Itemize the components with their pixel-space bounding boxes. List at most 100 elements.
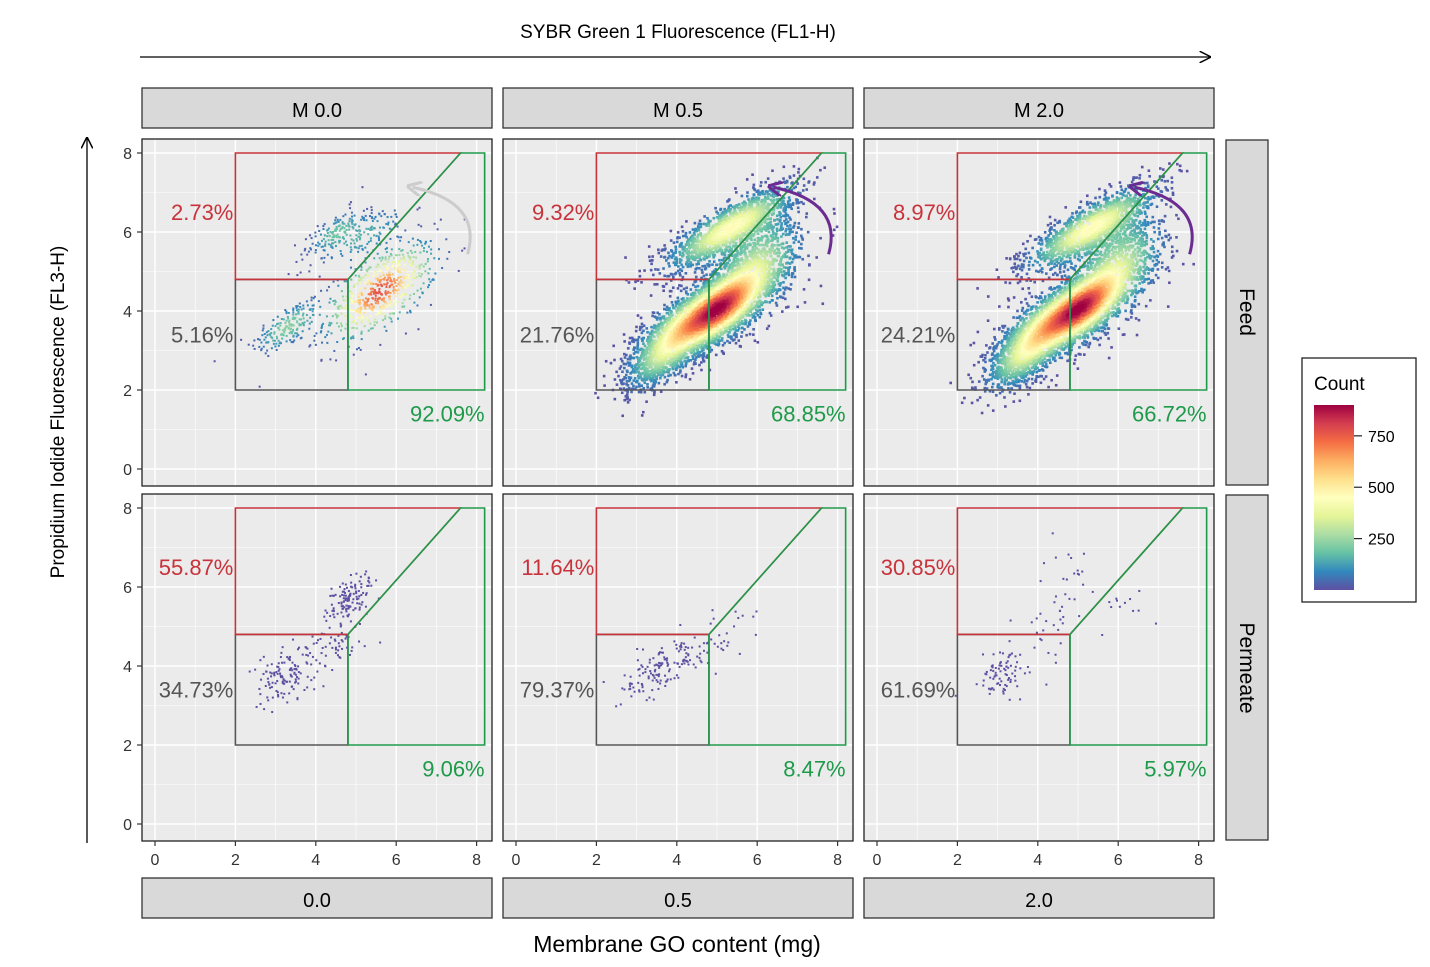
data-point [633,338,637,342]
data-point [363,219,366,222]
data-point [334,222,337,225]
data-point [631,338,635,341]
data-point [461,249,464,252]
data-point [412,260,415,263]
data-point [781,214,785,218]
data-point [393,277,396,280]
data-point [358,225,361,228]
data-point [709,299,713,303]
data-point [699,325,702,328]
data-point [711,320,715,324]
data-point [695,311,699,315]
data-point [709,305,713,309]
data-point [261,329,264,332]
data-point [361,315,364,318]
data-point [295,328,298,331]
data-point [326,229,329,232]
data-point [671,286,675,290]
data-point [358,238,361,241]
data-point [292,313,295,316]
data-point [284,321,287,324]
data-point [372,307,375,310]
data-point [288,324,291,327]
data-point [741,208,744,211]
data-point [384,248,387,251]
data-point [350,278,353,281]
data-point [701,356,705,359]
data-point [681,352,684,356]
data-point [354,274,357,277]
data-point [755,190,759,193]
bottom-strip-1: 0.0 [141,877,493,919]
data-point [726,297,730,300]
data-point [693,291,697,295]
data-point [420,241,423,244]
data-point [287,327,290,330]
data-point [634,280,637,284]
data-point [398,281,401,284]
data-point [412,256,415,259]
data-point [691,354,694,358]
data-point [380,309,383,312]
data-point [323,249,326,252]
data-point [686,339,690,342]
data-point [689,293,693,296]
data-point [719,289,723,292]
data-point [282,334,285,337]
data-point [722,331,726,334]
data-point [691,346,695,350]
data-point [702,285,705,288]
data-point [706,354,709,357]
data-point [406,273,409,276]
data-point [418,272,421,275]
data-point [285,310,288,313]
data-point [386,273,389,276]
data-point [277,327,280,330]
data-point [368,281,371,284]
data-point [685,286,689,290]
data-point [705,321,709,325]
data-point [355,246,358,249]
data-point [720,313,723,317]
data-point [373,321,376,324]
data-point [355,309,358,312]
data-point [679,349,683,353]
data-point [363,217,366,220]
data-point [723,300,727,304]
data-point [331,236,334,239]
data-point [367,293,370,296]
data-point [373,289,376,292]
data-point [307,250,310,253]
data-point [287,273,290,276]
data-point [386,279,389,282]
data-point [399,275,402,278]
data-point [394,223,397,226]
data-point [367,233,370,236]
data-point [715,304,719,308]
data-point [332,236,335,239]
data-point [747,220,751,223]
data-point [722,282,726,286]
data-point [371,282,374,285]
data-point [723,285,726,289]
data-point [691,315,695,319]
data-point [679,325,683,329]
data-point [759,301,763,304]
data-point [388,285,391,288]
data-point [319,305,322,308]
data-point [381,306,384,309]
data-point [763,269,767,272]
data-point [354,268,357,271]
data-point [686,335,690,338]
data-point [692,308,696,312]
data-point [265,331,268,334]
data-point [360,277,363,280]
data-point [726,333,730,337]
data-point [386,260,389,263]
data-point [676,269,680,273]
data-point [685,348,689,352]
data-point [334,216,337,219]
data-point [675,380,678,384]
data-point [267,341,270,344]
data-point [691,303,695,306]
